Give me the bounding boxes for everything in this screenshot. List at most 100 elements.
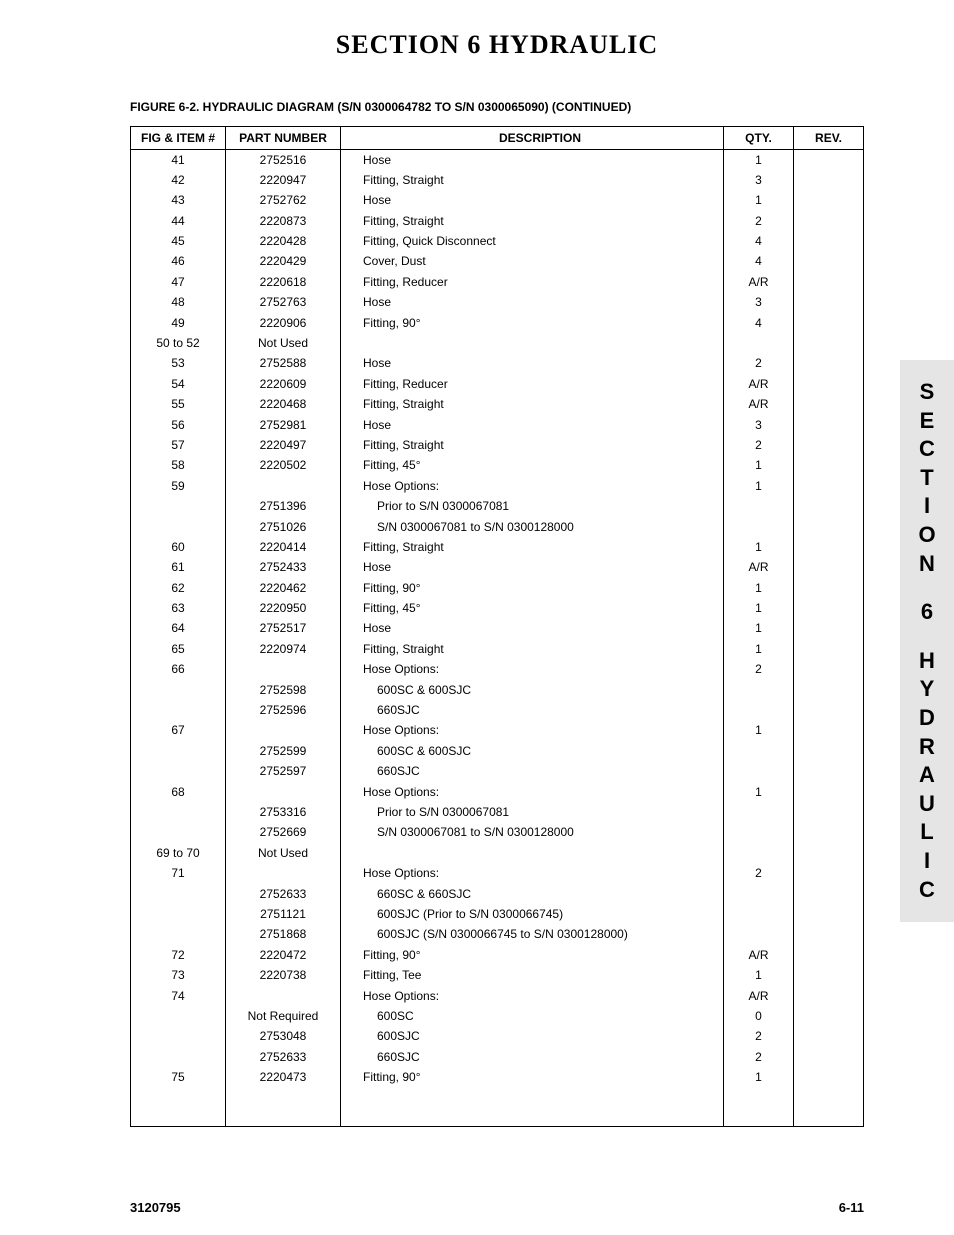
cell-desc: Hose Options: <box>341 721 724 741</box>
table-row: 69 to 70Not Used <box>131 843 864 863</box>
cell-desc: 660SJC <box>341 701 724 721</box>
cell-part: 2752762 <box>226 191 341 211</box>
cell-rev <box>794 1006 864 1026</box>
cell-desc: Fitting, Straight <box>341 537 724 557</box>
cell-part <box>226 782 341 802</box>
cell-fig: 41 <box>131 150 226 171</box>
cell-rev <box>794 864 864 884</box>
cell-qty <box>724 334 794 354</box>
cell-part: 2752633 <box>226 1047 341 1067</box>
cell-part: 2751868 <box>226 925 341 945</box>
table-row: 532752588Hose2 <box>131 354 864 374</box>
cell-rev <box>794 639 864 659</box>
cell-rev <box>794 252 864 272</box>
cell-rev <box>794 986 864 1006</box>
table-row: 622220462Fitting, 90°1 <box>131 578 864 598</box>
cell-desc: Fitting, 90° <box>341 578 724 598</box>
cell-desc: Fitting, Straight <box>341 170 724 190</box>
cell-rev <box>794 823 864 843</box>
cell-qty <box>724 762 794 782</box>
table-row: 2752598600SC & 600SJC <box>131 680 864 700</box>
table-row: 752220473Fitting, 90°1 <box>131 1068 864 1127</box>
table-row: 2752633660SC & 660SJC <box>131 884 864 904</box>
table-row: 572220497Fitting, Straight2 <box>131 435 864 455</box>
table-row: 412752516Hose1 <box>131 150 864 171</box>
cell-qty: 1 <box>724 476 794 496</box>
side-tab-letter: I <box>900 847 954 876</box>
cell-fig: 69 to 70 <box>131 843 226 863</box>
cell-rev <box>794 721 864 741</box>
table-row: 472220618Fitting, ReducerA/R <box>131 272 864 292</box>
cell-rev <box>794 497 864 517</box>
cell-qty: 1 <box>724 150 794 171</box>
cell-fig <box>131 741 226 761</box>
table-row: 582220502Fitting, 45°1 <box>131 456 864 476</box>
side-tab-letter: S <box>900 378 954 407</box>
cell-rev <box>794 395 864 415</box>
table-row: 2751026S/N 0300067081 to S/N 0300128000 <box>131 517 864 537</box>
cell-qty: 1 <box>724 782 794 802</box>
cell-part: 2220947 <box>226 170 341 190</box>
cell-part: 2752669 <box>226 823 341 843</box>
cell-rev <box>794 191 864 211</box>
cell-desc: Hose <box>341 619 724 639</box>
table-row: 50 to 52Not Used <box>131 334 864 354</box>
cell-rev <box>794 904 864 924</box>
page-footer: 3120795 6-11 <box>130 1200 864 1215</box>
table-row: 2752596660SJC <box>131 701 864 721</box>
cell-rev <box>794 415 864 435</box>
cell-rev <box>794 599 864 619</box>
cell-desc: Fitting, 45° <box>341 456 724 476</box>
cell-part: 2220738 <box>226 966 341 986</box>
table-row: 492220906Fitting, 90°4 <box>131 313 864 333</box>
cell-rev <box>794 884 864 904</box>
cell-qty <box>724 701 794 721</box>
cell-fig <box>131 517 226 537</box>
cell-desc: Prior to S/N 0300067081 <box>341 803 724 823</box>
cell-fig: 50 to 52 <box>131 334 226 354</box>
cell-desc: 600SJC (S/N 0300066745 to S/N 0300128000… <box>341 925 724 945</box>
cell-part: 2220502 <box>226 456 341 476</box>
cell-rev <box>794 803 864 823</box>
cell-part: 2220468 <box>226 395 341 415</box>
cell-qty: 1 <box>724 619 794 639</box>
cell-part: 2752433 <box>226 558 341 578</box>
cell-rev <box>794 334 864 354</box>
cell-qty: 3 <box>724 415 794 435</box>
cell-fig: 55 <box>131 395 226 415</box>
cell-qty: A/R <box>724 272 794 292</box>
side-tab-letter: I <box>900 492 954 521</box>
cell-fig: 53 <box>131 354 226 374</box>
table-row: 612752433HoseA/R <box>131 558 864 578</box>
cell-fig: 64 <box>131 619 226 639</box>
table-row: 482752763Hose3 <box>131 293 864 313</box>
cell-part: 2220950 <box>226 599 341 619</box>
section-title: SECTION 6 HYDRAULIC <box>130 30 864 60</box>
cell-qty: 3 <box>724 170 794 190</box>
cell-fig: 74 <box>131 986 226 1006</box>
cell-desc: Fitting, Straight <box>341 435 724 455</box>
cell-rev <box>794 354 864 374</box>
cell-fig <box>131 904 226 924</box>
side-tab-letter <box>900 578 954 598</box>
cell-part <box>226 986 341 1006</box>
table-row: 732220738Fitting, Tee1 <box>131 966 864 986</box>
cell-qty <box>724 904 794 924</box>
cell-desc: 660SJC <box>341 762 724 782</box>
cell-desc: 600SC <box>341 1006 724 1026</box>
cell-desc: Hose Options: <box>341 782 724 802</box>
table-row: 2752669S/N 0300067081 to S/N 0300128000 <box>131 823 864 843</box>
cell-part: 2751121 <box>226 904 341 924</box>
parts-table: FIG & ITEM # PART NUMBER DESCRIPTION QTY… <box>130 126 864 1127</box>
cell-qty: 2 <box>724 1027 794 1047</box>
cell-part: 2753316 <box>226 803 341 823</box>
cell-qty: 0 <box>724 1006 794 1026</box>
cell-desc: Fitting, Reducer <box>341 374 724 394</box>
cell-part: 2220429 <box>226 252 341 272</box>
figure-caption: FIGURE 6-2. HYDRAULIC DIAGRAM (S/N 03000… <box>130 100 864 114</box>
table-row: 652220974Fitting, Straight1 <box>131 639 864 659</box>
cell-part: 2220472 <box>226 945 341 965</box>
cell-rev <box>794 435 864 455</box>
cell-fig: 61 <box>131 558 226 578</box>
cell-fig <box>131 925 226 945</box>
